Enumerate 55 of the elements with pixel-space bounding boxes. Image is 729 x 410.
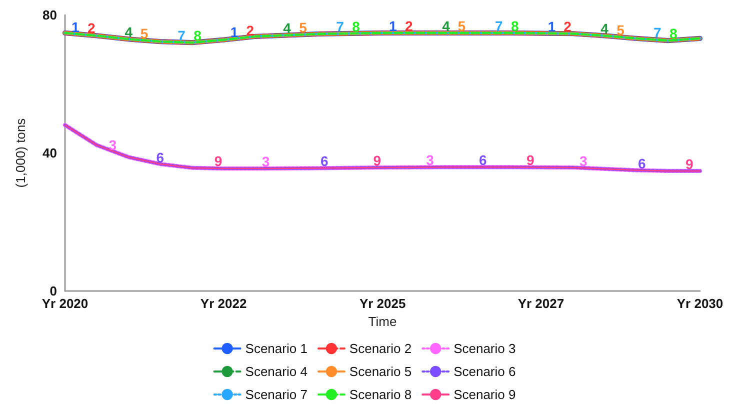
annotation: 4: [442, 18, 450, 34]
annotation: 5: [616, 22, 625, 38]
annotation: 1: [72, 18, 80, 35]
annotation: 9: [214, 153, 222, 170]
annotation: 3: [579, 152, 588, 169]
x-tick-label: Yr 2030: [676, 296, 724, 311]
annotation: 4: [283, 20, 292, 36]
annotation: 1: [230, 24, 238, 40]
legend-label: Scenario 4: [245, 364, 308, 379]
legend-label: Scenario 3: [454, 341, 516, 356]
annotation: 7: [336, 18, 344, 35]
y-tick-label: 40: [42, 146, 57, 160]
annotation: 2: [246, 22, 254, 38]
y-axis-title: (1,000) tons: [13, 118, 28, 188]
annotation: 7: [494, 18, 503, 34]
legend-label: Scenario 9: [454, 387, 516, 402]
annotation: 5: [458, 18, 466, 34]
annotation: 5: [140, 26, 148, 42]
annotation: 2: [564, 18, 572, 35]
legend-label: Scenario 2: [349, 341, 412, 356]
x-tick-label: Yr 2022: [200, 296, 247, 311]
annotation: 3: [262, 154, 270, 170]
annotation: 8: [510, 18, 519, 34]
legend-label: Scenario 8: [349, 387, 412, 402]
annotation: 4: [600, 20, 609, 37]
legend-label: Scenario 6: [454, 364, 516, 379]
annotation: 2: [88, 20, 96, 36]
annotation: 7: [178, 27, 186, 44]
annotation: 9: [373, 152, 382, 168]
annotation: 1: [388, 18, 397, 34]
annotation: 1: [548, 18, 556, 34]
annotation: 8: [670, 26, 678, 42]
annotation: 7: [654, 24, 662, 40]
annotation: 5: [299, 19, 308, 36]
annotation: 6: [478, 152, 487, 168]
annotation: 6: [638, 155, 646, 172]
annotation: 3: [426, 152, 434, 168]
annotation: 6: [156, 149, 164, 166]
annotation: 6: [320, 153, 328, 170]
legend-label: Scenario 7: [245, 387, 308, 402]
annotation: 8: [352, 18, 360, 34]
annotation: 4: [124, 24, 133, 40]
annotation: 9: [526, 152, 534, 168]
legend-label: Scenario 1: [245, 341, 308, 356]
annotation: 8: [194, 28, 202, 44]
x-axis-title: Time: [368, 314, 397, 329]
x-tick-label: Yr 2020: [42, 296, 88, 311]
annotation: 2: [404, 18, 413, 34]
legend-label: Scenario 5: [349, 364, 412, 379]
x-tick-label: Yr 2025: [359, 296, 406, 311]
annotation: 3: [108, 136, 117, 153]
annotation: 9: [686, 156, 694, 172]
y-tick-label: 80: [42, 8, 57, 22]
y-tick-label: 0: [50, 284, 57, 298]
x-tick-label: Yr 2027: [518, 296, 564, 311]
